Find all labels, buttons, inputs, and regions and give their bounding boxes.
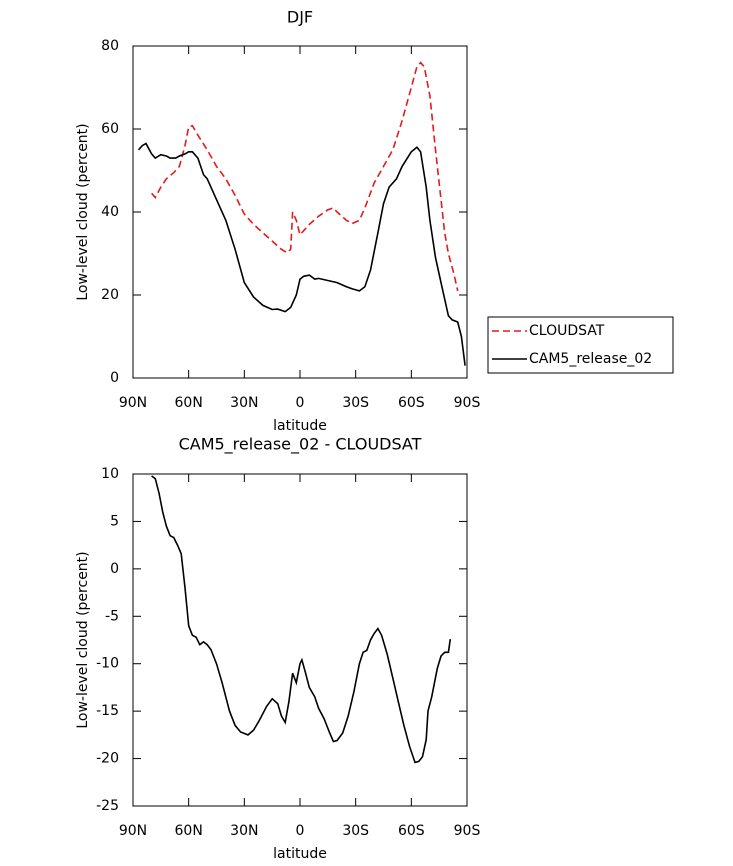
y-tick-label: -25 xyxy=(96,798,119,814)
legend-box xyxy=(487,316,674,374)
x-tick-label: 60N xyxy=(175,395,203,411)
y-tick-label: 0 xyxy=(110,370,119,386)
chart-title: CAM5_release_02 - CLOUDSAT xyxy=(179,435,422,455)
x-axis-label: latitude xyxy=(273,418,327,434)
x-axis-label: latitude xyxy=(273,846,327,862)
x-tick-label: 30N xyxy=(230,823,258,839)
x-tick-label: 90N xyxy=(119,823,147,839)
x-tick-label: 90S xyxy=(454,823,481,839)
plot-frame xyxy=(132,45,468,379)
y-tick-label: -5 xyxy=(105,608,119,624)
x-tick-label: 60S xyxy=(398,823,425,839)
x-tick-label: 30S xyxy=(342,823,369,839)
y-tick-label: -20 xyxy=(96,751,119,767)
y-tick-label: 40 xyxy=(101,204,119,220)
plot-frame xyxy=(132,473,468,807)
x-tick-label: 30S xyxy=(342,395,369,411)
y-axis-label: Low-level cloud (percent) xyxy=(75,123,91,300)
x-tick-label: 90S xyxy=(454,395,481,411)
legend-label: CAM5_release_02 xyxy=(529,351,652,367)
y-tick-label: 0 xyxy=(110,561,119,577)
y-tick-label: 60 xyxy=(101,121,119,137)
x-tick-label: 30N xyxy=(230,395,258,411)
y-tick-label: 80 xyxy=(101,38,119,54)
x-tick-label: 90N xyxy=(119,395,147,411)
x-tick-label: 0 xyxy=(296,823,305,839)
x-tick-label: 0 xyxy=(296,395,305,411)
y-tick-label: 20 xyxy=(101,287,119,303)
y-axis-label: Low-level cloud (percent) xyxy=(75,551,91,728)
data-line xyxy=(137,142,466,366)
x-tick-label: 60N xyxy=(175,823,203,839)
data-line xyxy=(150,61,459,292)
y-tick-label: -10 xyxy=(96,656,119,672)
x-tick-label: 60S xyxy=(398,395,425,411)
y-tick-label: 10 xyxy=(101,466,119,482)
chart-title: DJF xyxy=(287,8,313,27)
y-tick-label: 5 xyxy=(110,513,119,529)
data-line xyxy=(151,475,452,764)
legend-label: CLOUDSAT xyxy=(529,323,605,339)
y-tick-label: -15 xyxy=(96,703,119,719)
